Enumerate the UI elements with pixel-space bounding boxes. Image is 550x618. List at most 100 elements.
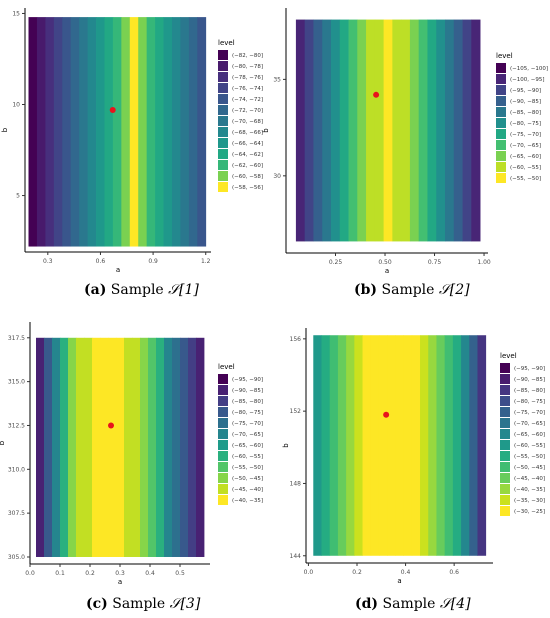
- legend-swatch: [218, 171, 228, 181]
- legend-label: (−70, −65]: [514, 421, 545, 427]
- y-tick-label: 315.0: [8, 379, 25, 386]
- x-tick-label: 0.2: [352, 569, 362, 576]
- data-point: [109, 106, 116, 113]
- heatmap-cell: [104, 17, 114, 247]
- caption-a: (a) Sample 𝒮[1]: [84, 282, 199, 298]
- x-tick-label: 0.50: [378, 259, 392, 266]
- legend-label: (−70, −68]: [232, 119, 263, 125]
- y-tick-label: 5: [16, 193, 20, 200]
- heatmap-cell: [70, 17, 80, 247]
- heatmap-cell: [84, 337, 93, 557]
- legend-label: (−95, −90]: [232, 377, 263, 383]
- legend-swatch: [218, 72, 228, 82]
- legend-swatch: [218, 462, 228, 472]
- chart-panel: 0.0 0.1 0.2 0.3 0.4 0.5 305.0 307.5 310.0 312.5 31…: [0, 322, 263, 586]
- x-tick-label: 1.2: [201, 258, 211, 265]
- heatmap-cell: [339, 19, 349, 242]
- x-tick-label: 0.4: [145, 570, 155, 577]
- legend-swatch: [500, 363, 510, 373]
- y-tick-label: 15: [12, 10, 20, 17]
- legend-label: (−85, −80]: [510, 110, 541, 116]
- heatmap-cell: [100, 337, 109, 557]
- heatmap-cell: [129, 17, 139, 247]
- heatmap-cell: [321, 335, 331, 556]
- legend-swatch: [496, 162, 506, 172]
- heatmap-cell: [180, 17, 190, 247]
- legend-label: (−80, −78]: [232, 64, 263, 70]
- x-tick-label: 0.9: [148, 258, 158, 265]
- data-point: [383, 411, 390, 418]
- legend-title: level: [218, 39, 235, 47]
- caption-text: Sample: [110, 282, 164, 298]
- x-tick-label: 0.4: [401, 569, 411, 576]
- legend-label: (−78, −76]: [232, 75, 263, 81]
- y-tick-label: 10: [12, 102, 20, 109]
- legend-label: (−65, −60]: [510, 154, 541, 160]
- heatmap-cell: [329, 335, 339, 556]
- legend-swatch: [496, 107, 506, 117]
- heatmap-cell: [76, 337, 85, 557]
- legend-label: (−90, −85]: [514, 377, 545, 383]
- heatmap-cell: [196, 337, 205, 557]
- x-axis-label: a: [118, 578, 122, 586]
- legend-label: (−82, −80]: [232, 53, 263, 59]
- legend-label: (−45, −40]: [514, 476, 545, 482]
- legend-label: (−65, −60]: [514, 432, 545, 438]
- y-tick-label: 35: [273, 76, 281, 83]
- legend-label: (−55, −50]: [510, 176, 541, 182]
- heatmap-cell: [171, 17, 181, 247]
- heatmap-cell: [313, 19, 323, 242]
- heatmap-cell: [395, 335, 405, 556]
- legend-swatch: [218, 484, 228, 494]
- heatmap-cell: [197, 17, 207, 247]
- x-tick-label: 0.25: [329, 259, 343, 266]
- heatmap-cell: [427, 19, 437, 242]
- heatmap-cell: [411, 335, 421, 556]
- legend-label: (−60, −55]: [514, 443, 545, 449]
- legend-swatch: [218, 50, 228, 60]
- heatmap-cell: [132, 337, 141, 557]
- heatmap-cell: [453, 19, 463, 242]
- y-tick-label: 312.5: [8, 422, 25, 429]
- heatmap-cell: [471, 19, 481, 242]
- legend-swatch: [218, 374, 228, 384]
- legend-swatch: [218, 160, 228, 170]
- legend-label: (−74, −72]: [232, 97, 263, 103]
- heatmap-cell: [401, 19, 411, 242]
- heatmap-cell: [444, 19, 455, 242]
- legend-label: (−30, −25]: [514, 509, 545, 515]
- x-axis-label: a: [116, 266, 120, 274]
- legend-swatch: [218, 440, 228, 450]
- legend-swatch: [500, 484, 510, 494]
- legend-label: (−55, −50]: [232, 465, 263, 471]
- heatmap-cell: [112, 17, 122, 247]
- heatmap-cell: [60, 337, 69, 557]
- heatmap-cell: [346, 335, 355, 556]
- heatmap-cell: [295, 19, 306, 242]
- caption-text: Sample: [112, 596, 166, 612]
- heatmap-cell: [36, 337, 45, 557]
- caption-math: 𝒮[4]: [439, 596, 471, 612]
- heatmap-cell: [180, 337, 189, 557]
- legend-swatch: [500, 374, 510, 384]
- legend-label: (−100, −95]: [510, 77, 545, 83]
- x-axis-label: a: [397, 577, 401, 585]
- heatmap-cell: [322, 19, 332, 242]
- x-tick-label: 0.3: [115, 570, 125, 577]
- legend-swatch: [496, 96, 506, 106]
- heatmap-cell: [403, 335, 413, 556]
- y-axis-label: b: [1, 127, 9, 132]
- legend-swatch: [496, 140, 506, 150]
- legend-swatch: [218, 116, 228, 126]
- legend-label: (−62, −60]: [232, 163, 263, 169]
- legend-swatch: [500, 506, 510, 516]
- legend-label: (−58, −56]: [232, 185, 263, 191]
- caption-text: Sample: [381, 282, 435, 298]
- heatmap-cell: [116, 337, 125, 557]
- legend-swatch: [218, 182, 228, 192]
- legend-swatch: [218, 61, 228, 71]
- y-axis-label: b: [282, 443, 290, 448]
- legend-label: (−72, −70]: [232, 108, 263, 114]
- legend-swatch: [496, 129, 506, 139]
